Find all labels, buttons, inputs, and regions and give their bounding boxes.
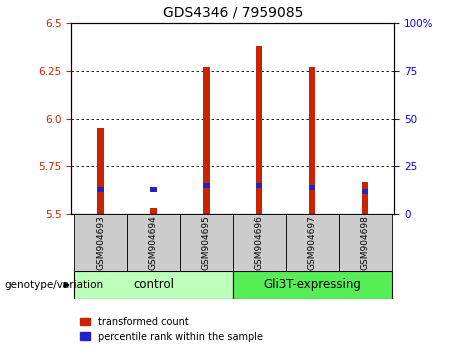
Text: GSM904693: GSM904693 bbox=[96, 215, 105, 270]
Bar bbox=[74, 214, 127, 271]
Bar bbox=[150, 187, 157, 192]
Bar bbox=[362, 189, 368, 194]
Bar bbox=[203, 67, 210, 214]
Text: GSM904695: GSM904695 bbox=[202, 215, 211, 270]
Bar bbox=[74, 271, 233, 299]
Text: GSM904696: GSM904696 bbox=[255, 215, 264, 270]
Bar bbox=[286, 214, 339, 271]
Bar bbox=[362, 182, 368, 214]
Text: GSM904694: GSM904694 bbox=[149, 215, 158, 270]
Title: GDS4346 / 7959085: GDS4346 / 7959085 bbox=[163, 5, 303, 19]
Text: control: control bbox=[133, 279, 174, 291]
Bar bbox=[150, 209, 157, 214]
Bar bbox=[339, 214, 391, 271]
Bar bbox=[180, 214, 233, 271]
Bar bbox=[97, 187, 104, 192]
Bar bbox=[97, 128, 104, 214]
Text: Gli3T-expressing: Gli3T-expressing bbox=[263, 279, 361, 291]
Text: GSM904698: GSM904698 bbox=[361, 215, 370, 270]
Bar bbox=[256, 46, 262, 214]
Bar bbox=[256, 183, 262, 188]
Bar bbox=[233, 214, 286, 271]
Bar bbox=[233, 271, 391, 299]
Bar bbox=[309, 67, 315, 214]
Text: genotype/variation: genotype/variation bbox=[5, 280, 104, 290]
Bar bbox=[127, 214, 180, 271]
Text: GSM904697: GSM904697 bbox=[307, 215, 317, 270]
Bar bbox=[203, 183, 210, 188]
Bar bbox=[309, 185, 315, 190]
Legend: transformed count, percentile rank within the sample: transformed count, percentile rank withi… bbox=[77, 313, 266, 346]
